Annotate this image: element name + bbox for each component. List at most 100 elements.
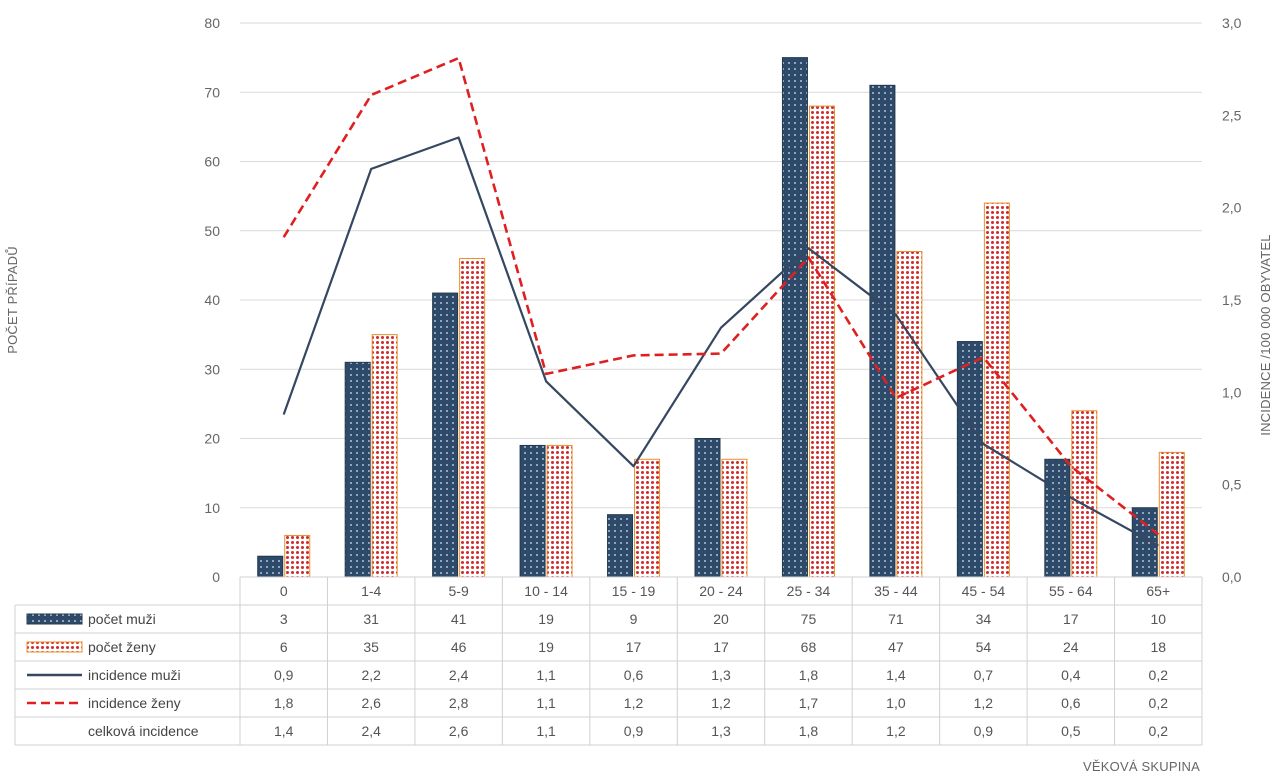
table-cell: 1,0 <box>886 695 906 711</box>
table-cell: 1,7 <box>799 695 819 711</box>
table-category-label: 10 - 14 <box>524 583 568 599</box>
table-cell: 0,7 <box>974 667 994 683</box>
table-cell: 2,8 <box>449 695 469 711</box>
table-cell: 1,1 <box>536 667 556 683</box>
table-cell: 10 <box>1150 611 1166 627</box>
bar-men <box>1044 458 1071 578</box>
table-cell: 17 <box>713 639 729 655</box>
bar-men <box>869 84 896 578</box>
line-incidence-women <box>282 56 1160 536</box>
table-category-label: 55 - 64 <box>1049 583 1093 599</box>
table-cell: 17 <box>626 639 642 655</box>
table-cell: 1,8 <box>799 667 819 683</box>
table-cell: 9 <box>630 611 638 627</box>
table-cell: 0,2 <box>1149 667 1169 683</box>
x-axis-title: VĚKOVÁ SKUPINA <box>1083 759 1200 774</box>
table-cell: 1,8 <box>274 695 294 711</box>
table-cell: 0,4 <box>1061 667 1081 683</box>
legend-swatch-men <box>26 613 83 625</box>
table-cell: 35 <box>363 639 379 655</box>
bar-men <box>607 514 634 578</box>
table-cell: 2,6 <box>361 695 381 711</box>
bar-women <box>634 458 661 578</box>
table-cell: 0,6 <box>1061 695 1081 711</box>
y-tick-label: 50 <box>204 223 220 239</box>
table-cell: 1,2 <box>711 695 731 711</box>
table-cell: 1,4 <box>886 667 906 683</box>
table-category-label: 5-9 <box>449 583 469 599</box>
line-incidence-men <box>282 136 1159 547</box>
table-cell: 0,2 <box>1149 723 1169 739</box>
table-cell: 19 <box>538 639 554 655</box>
bar-men <box>956 341 983 578</box>
bar-women <box>721 458 748 578</box>
bar-women <box>808 105 835 578</box>
table-cell: 0,9 <box>274 667 294 683</box>
table-cell: 0,9 <box>974 723 994 739</box>
y2-tick-label: 0,5 <box>1222 477 1242 493</box>
table-cell: 1,4 <box>274 723 294 739</box>
bar-women <box>1158 451 1185 578</box>
table-cell: 1,2 <box>624 695 644 711</box>
table-cell: 1,2 <box>886 723 906 739</box>
table-row-label: incidence ženy <box>88 695 181 711</box>
table-cell: 0,6 <box>624 667 644 683</box>
table-cell: 54 <box>976 639 992 655</box>
table-cell: 46 <box>451 639 467 655</box>
table-cell: 31 <box>363 611 379 627</box>
table-category-label: 35 - 44 <box>874 583 918 599</box>
bar-men <box>432 292 459 578</box>
y-tick-label: 70 <box>204 84 220 100</box>
table-row-label: počet ženy <box>88 639 156 655</box>
table-row-label: celková incidence <box>88 723 199 739</box>
legend-swatch-women <box>26 641 83 653</box>
bar-women <box>896 251 923 578</box>
table-category-label: 15 - 19 <box>612 583 656 599</box>
table-cell: 19 <box>538 611 554 627</box>
table-cell: 75 <box>801 611 817 627</box>
y-tick-label: 40 <box>204 292 220 308</box>
table-cell: 2,4 <box>449 667 469 683</box>
table-cell: 20 <box>713 611 729 627</box>
bar-women <box>459 257 486 578</box>
y-tick-label: 30 <box>204 361 220 377</box>
y2-tick-label: 3,0 <box>1222 15 1242 31</box>
table-category-label: 0 <box>280 583 288 599</box>
table-cell: 0,5 <box>1061 723 1081 739</box>
table-cell: 41 <box>451 611 467 627</box>
table-category-label: 20 - 24 <box>699 583 743 599</box>
table-cell: 2,6 <box>449 723 469 739</box>
table-row-label: počet muži <box>88 611 156 627</box>
bar-women <box>371 334 398 578</box>
bar-men <box>694 438 721 578</box>
y2-tick-label: 1,0 <box>1222 384 1242 400</box>
table-cell: 0,9 <box>624 723 644 739</box>
table-category-label: 1-4 <box>361 583 381 599</box>
table-cell: 1,3 <box>711 667 731 683</box>
table-category-label: 45 - 54 <box>962 583 1006 599</box>
y2-tick-label: 1,5 <box>1222 292 1242 308</box>
table-cell: 1,8 <box>799 723 819 739</box>
table-category-label: 65+ <box>1146 583 1170 599</box>
table-cell: 1,3 <box>711 723 731 739</box>
table-cell: 71 <box>888 611 904 627</box>
table-cell: 1,2 <box>974 695 994 711</box>
table-cell: 24 <box>1063 639 1079 655</box>
table-cell: 2,4 <box>361 723 381 739</box>
y2-tick-label: 0,0 <box>1222 569 1242 585</box>
bar-men <box>519 444 546 578</box>
y-tick-label: 80 <box>204 15 220 31</box>
y-tick-label: 60 <box>204 154 220 170</box>
table-cell: 1,1 <box>536 695 556 711</box>
table-cell: 2,2 <box>361 667 381 683</box>
y-axis-title: POČET PŘÍPADŮ <box>5 246 20 354</box>
table-cell: 0,2 <box>1149 695 1169 711</box>
bar-women <box>1071 410 1098 578</box>
table-cell: 17 <box>1063 611 1079 627</box>
table-cell: 34 <box>976 611 992 627</box>
y-tick-label: 10 <box>204 500 220 516</box>
bar-men <box>257 555 284 578</box>
y-tick-label: 20 <box>204 431 220 447</box>
bar-women <box>546 444 573 578</box>
